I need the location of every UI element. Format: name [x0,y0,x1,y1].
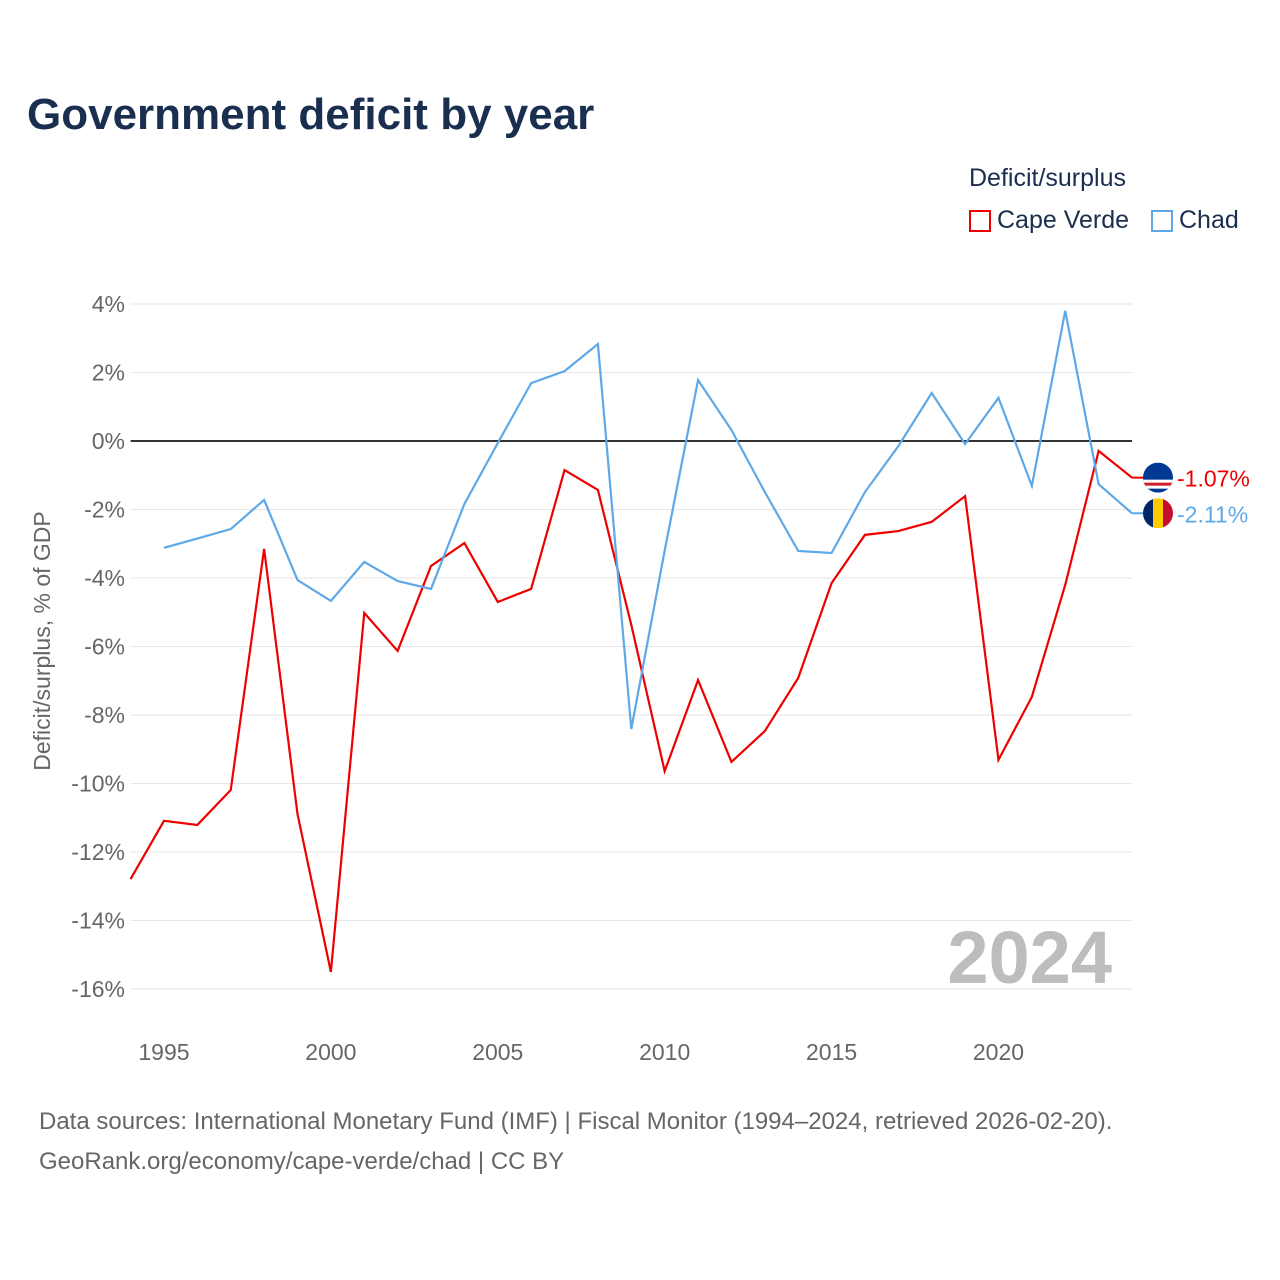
series-line-cape-verde [129,449,1133,973]
data-point [863,533,867,537]
legend-title: Deficit/surplus [969,164,1126,192]
data-point [195,823,199,827]
data-point [1030,484,1034,488]
data-point [629,727,633,731]
data-point [763,729,767,733]
x-tick-label: 2015 [806,1039,857,1065]
data-point [596,488,600,492]
data-point [296,812,300,816]
y-tick-label: -6% [84,634,125,660]
data-point [663,769,667,773]
flag-chad-icon [1143,498,1153,529]
data-point [129,877,133,881]
x-tick-label: 2000 [305,1039,356,1065]
y-tick-label: -8% [84,702,125,728]
data-point [896,444,900,448]
y-tick-label: -4% [84,565,125,591]
data-point [996,758,1000,762]
data-point [496,441,500,445]
data-point [162,546,166,550]
y-tick-label: 0% [92,428,125,454]
end-value-label: -1.07% [1177,466,1250,492]
legend-label: Chad [1179,206,1239,234]
data-point [763,490,767,494]
data-point [262,547,266,551]
data-point [429,564,433,568]
data-point [729,428,733,432]
data-point [429,587,433,591]
data-point [563,369,567,373]
legend-item-chad[interactable]: Chad [1151,206,1239,235]
y-tick-label: -2% [84,497,125,523]
data-point [1063,583,1067,587]
data-point [496,600,500,604]
data-point [629,623,633,627]
data-point [1030,695,1034,699]
data-point [729,760,733,764]
data-point [195,537,199,541]
y-tick-label: -10% [71,771,125,797]
legend-swatch [1151,209,1173,232]
data-point [229,788,233,792]
data-point [1097,449,1101,453]
data-point [830,551,834,555]
data-point [963,442,967,446]
x-tick-label: 2005 [472,1039,523,1065]
series-line-chad [163,310,1133,730]
y-tick-label: -14% [71,908,125,934]
data-point [563,468,567,472]
data-point [529,587,533,591]
flag-stripe [1153,498,1163,529]
data-point [262,498,266,502]
data-point [162,819,166,823]
end-value-label: -2.11% [1177,501,1248,527]
y-tick-label: 4% [92,291,125,317]
data-point [930,391,934,395]
flag-stripe [1143,482,1173,486]
y-tick-label: -16% [71,976,125,1002]
data-point [696,678,700,682]
data-point [963,494,967,498]
data-point [329,970,333,974]
source-url: GeoRank.org/economy/cape-verde/chad | CC… [39,1148,565,1175]
flag-stripe [1163,498,1173,529]
x-tick-label: 2020 [973,1039,1024,1065]
y-axis-label: Deficit/surplus, % of GDP [29,511,55,770]
data-point [830,581,834,585]
data-point [896,529,900,533]
source-note: Data sources: International Monetary Fun… [39,1108,1113,1135]
data-point [796,676,800,680]
data-point [462,541,466,545]
data-point [396,579,400,583]
x-tick-label: 2010 [639,1039,690,1065]
year-watermark: 2024 [947,916,1112,999]
data-point [596,342,600,346]
data-point [696,378,700,382]
data-point [396,649,400,653]
data-point [1063,309,1067,313]
y-tick-label: -12% [71,839,125,865]
legend-swatch [969,209,991,232]
x-tick-label: 1995 [138,1039,189,1065]
data-point [529,381,533,385]
data-point [462,502,466,506]
legend-item-cape-verde[interactable]: Cape Verde [969,206,1129,235]
data-point [1097,482,1101,486]
data-point [296,578,300,582]
data-point [663,549,667,553]
data-point [229,527,233,531]
data-point [996,396,1000,400]
data-point [329,599,333,603]
data-point [362,611,366,615]
chart-title: Government deficit by year [27,90,595,139]
data-point [930,520,934,524]
data-point [362,560,366,564]
y-tick-label: 2% [92,360,125,386]
data-point [796,549,800,553]
legend-label: Cape Verde [997,206,1130,234]
data-point [863,490,867,494]
